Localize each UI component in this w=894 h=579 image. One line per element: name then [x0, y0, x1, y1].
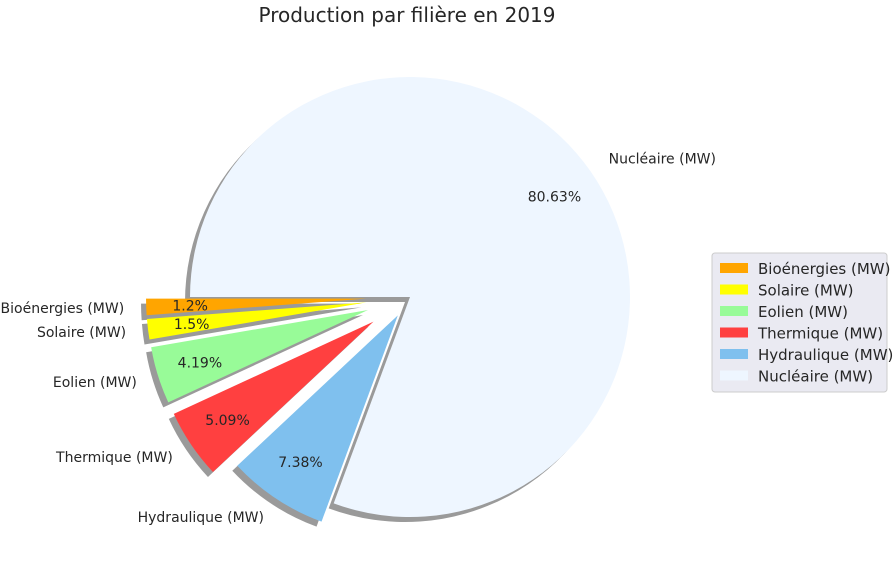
legend: Bioénergies (MW) Solaire (MW) Eolien (MW) T…: [711, 252, 893, 393]
legend-label-eolien: Eolien (MW): [758, 303, 848, 321]
percent-label-solaire: 1.5%: [174, 317, 210, 333]
percent-label-nucleaire: 80.63%: [528, 189, 581, 205]
percent-label-thermique: 5.09%: [205, 413, 249, 429]
legend-label-bioenergies: Bioénergies (MW): [758, 260, 890, 278]
category-label-nucleaire: Nucléaire (MW): [609, 152, 716, 168]
chart-title: Production par filière en 2019: [259, 3, 556, 27]
slice-hydraulique: [237, 315, 398, 522]
slice-labels: Bioénergies (MW) 1.2% Solaire (MW) 1.5% Eoli…: [1, 152, 716, 526]
slice-solaire: [146, 302, 367, 340]
category-label-thermique: Thermique (MW): [55, 450, 173, 466]
slices: [146, 76, 630, 522]
legend-swatch-nucleaire: [720, 370, 748, 381]
slice-eolien: [151, 310, 368, 403]
category-label-eolien: Eolien (MW): [53, 375, 137, 391]
legend-swatch-hydraulique: [720, 349, 748, 359]
legend-label-hydraulique: Hydraulique (MW): [758, 346, 893, 364]
category-label-bioenergies: Bioénergies (MW): [1, 301, 125, 317]
legend-swatch-thermique: [720, 327, 748, 338]
category-label-hydraulique: Hydraulique (MW): [138, 510, 264, 526]
percent-label-eolien: 4.19%: [178, 355, 222, 371]
percent-label-bioenergies: 1.2%: [172, 298, 208, 314]
legend-label-thermique: Thermique (MW): [757, 325, 883, 343]
category-label-solaire: Solaire (MW): [37, 325, 126, 341]
legend-swatch-bioenergies: [720, 263, 748, 273]
legend-label-solaire: Solaire (MW): [758, 282, 854, 300]
slice-shadow-solaire: [141, 307, 362, 345]
legend-box: [711, 252, 888, 393]
slice-nucleaire: [190, 76, 630, 518]
slice-bioenergies: [146, 298, 367, 316]
percent-label-hydraulique: 7.38%: [278, 455, 322, 471]
legend-swatch-eolien: [720, 306, 748, 316]
legend-label-nucleaire: Nucléaire (MW): [758, 368, 873, 386]
legend-swatch-solaire: [720, 284, 748, 295]
slice-thermique: [173, 321, 374, 472]
